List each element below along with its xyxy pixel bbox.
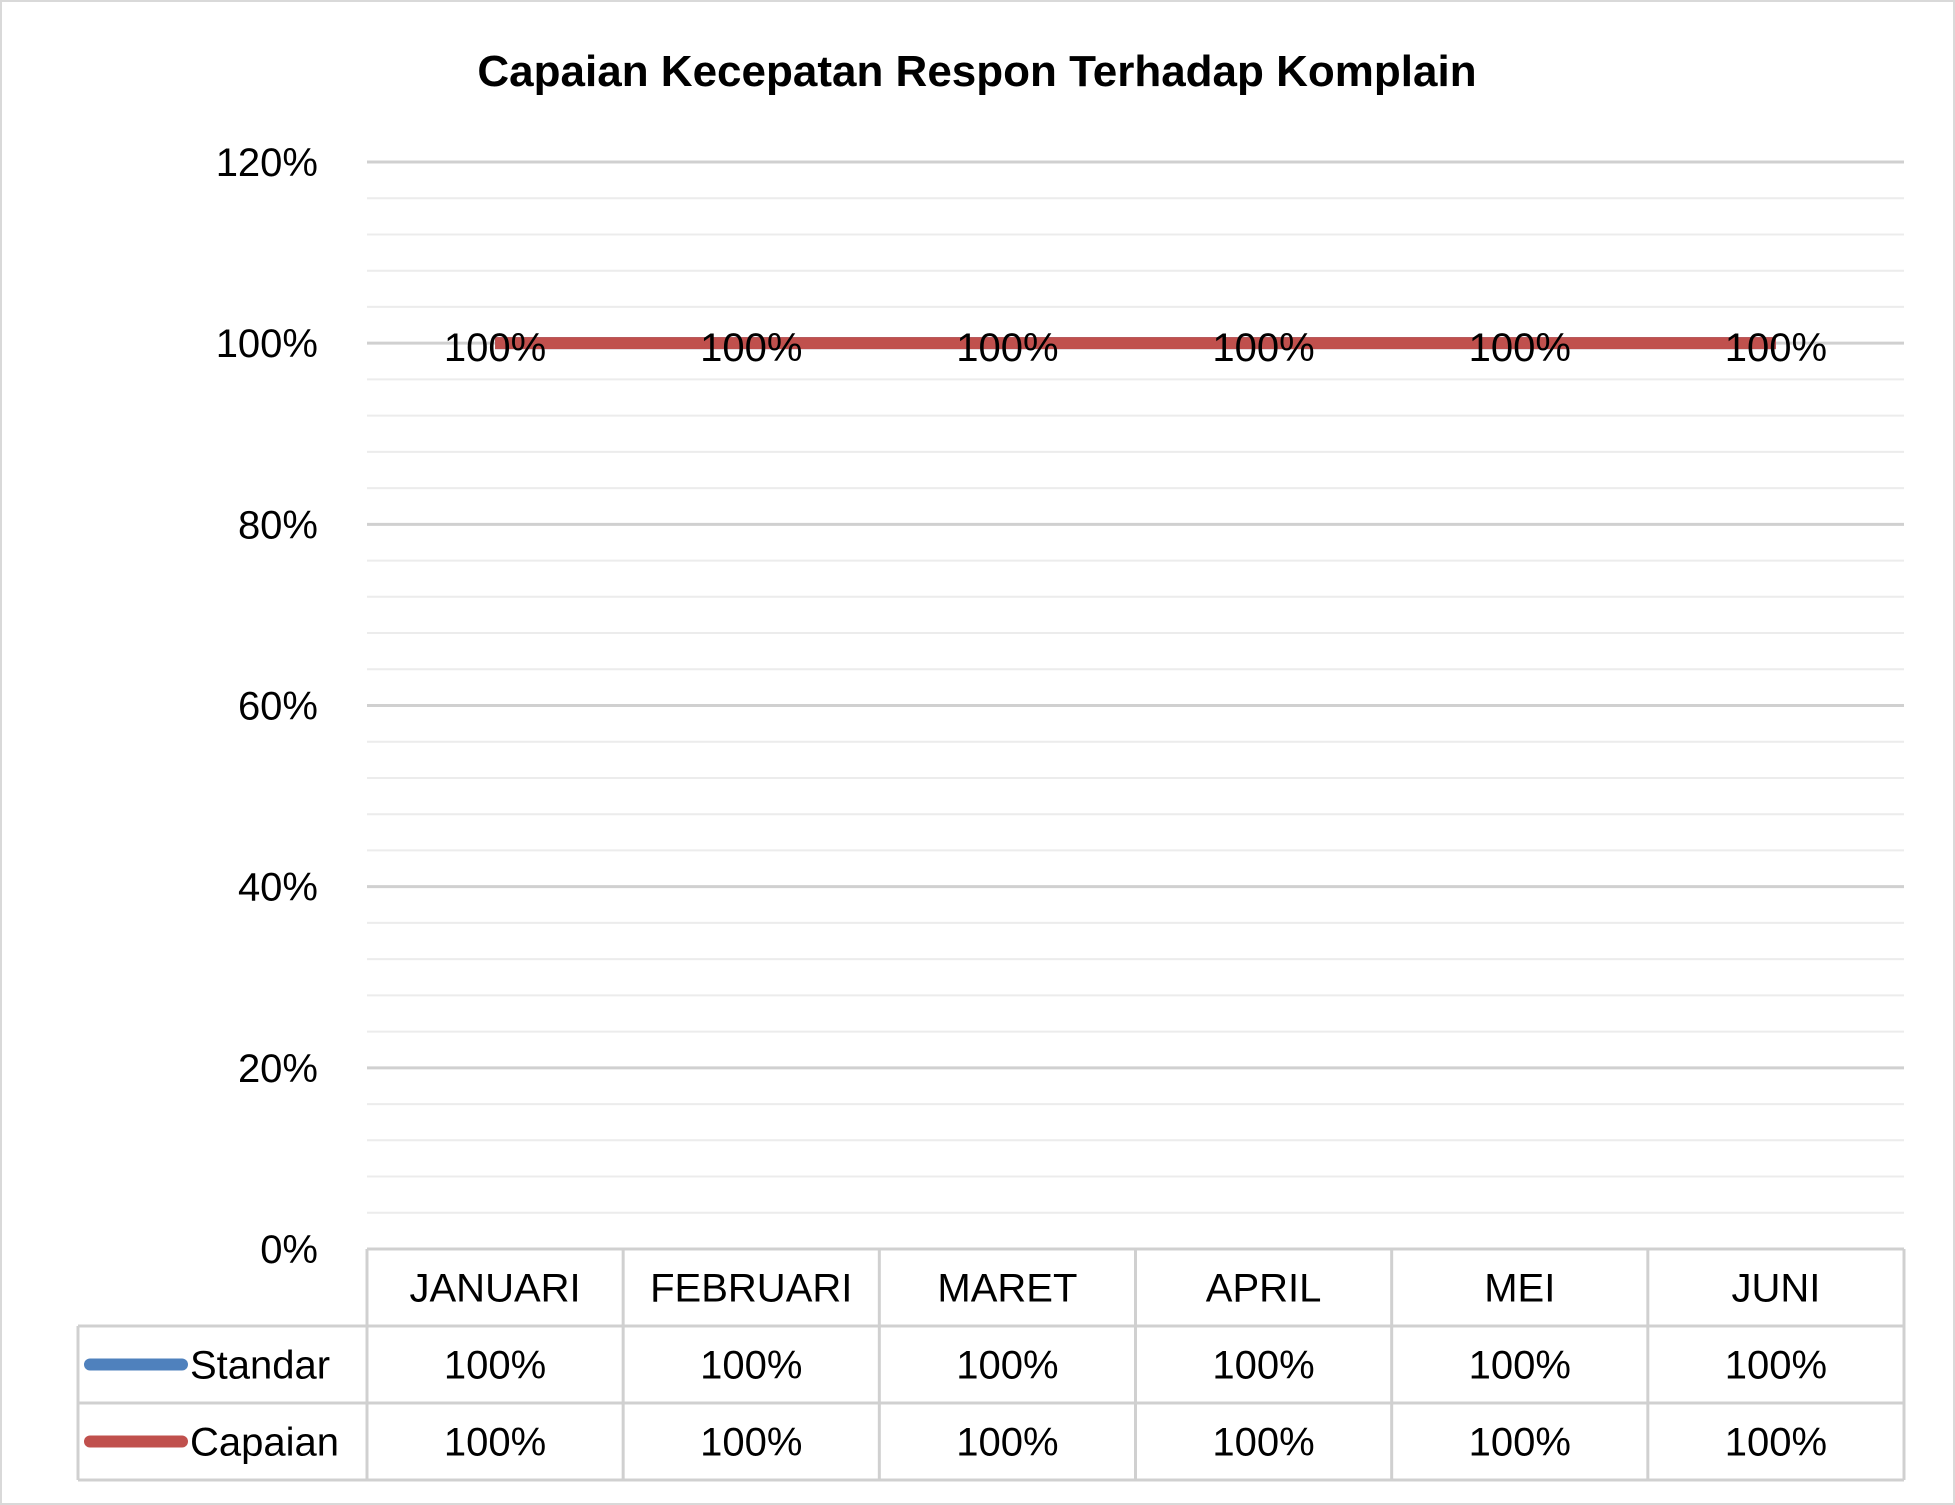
x-category-label: FEBRUARI <box>650 1267 852 1311</box>
table-cell-value: 100% <box>1725 1344 1827 1388</box>
data-table: JANUARI FEBRUARI MARET APRIL MEI JUNI Standar 1… <box>76 1247 1906 1482</box>
table-cell-value: 100% <box>1469 1344 1571 1388</box>
data-label: 100% <box>956 326 1058 370</box>
data-labels: 100% 100% 100% 100% 100% 100% <box>444 326 1827 370</box>
y-axis: 0% 20% 40% 60% 80% 100% 120% <box>216 141 318 1272</box>
chart-title: Capaian Kecepatan Respon Terhadap Kompla… <box>477 47 1476 96</box>
x-category-label: APRIL <box>1206 1267 1322 1311</box>
data-label: 100% <box>1212 326 1314 370</box>
data-label: 100% <box>1725 326 1827 370</box>
x-category-label: JUNI <box>1731 1267 1820 1311</box>
x-category-label: MARET <box>937 1267 1077 1311</box>
y-tick-label: 40% <box>238 866 318 910</box>
table-cell-value: 100% <box>700 1421 802 1465</box>
legend-series-name: Standar <box>190 1344 330 1388</box>
y-tick-label: 120% <box>216 141 318 185</box>
table-cell-value: 100% <box>1725 1421 1827 1465</box>
legend-series-name: Capaian <box>190 1421 339 1465</box>
table-cell-value: 100% <box>956 1344 1058 1388</box>
data-label: 100% <box>1469 326 1571 370</box>
y-tick-label: 60% <box>238 685 318 729</box>
y-tick-label: 100% <box>216 322 318 366</box>
x-category-label: MEI <box>1484 1267 1555 1311</box>
table-cell-value: 100% <box>1212 1421 1314 1465</box>
table-cell-value: 100% <box>444 1344 546 1388</box>
table-cell-value: 100% <box>700 1344 802 1388</box>
y-tick-label: 80% <box>238 503 318 547</box>
y-tick-label: 0% <box>260 1228 318 1272</box>
table-cell-value: 100% <box>444 1421 546 1465</box>
table-cell-value: 100% <box>1212 1344 1314 1388</box>
data-label: 100% <box>444 326 546 370</box>
table-cell-value: 100% <box>1469 1421 1571 1465</box>
x-category-label: JANUARI <box>410 1267 581 1311</box>
data-label: 100% <box>700 326 802 370</box>
table-cell-value: 100% <box>956 1421 1058 1465</box>
y-tick-label: 20% <box>238 1047 318 1091</box>
